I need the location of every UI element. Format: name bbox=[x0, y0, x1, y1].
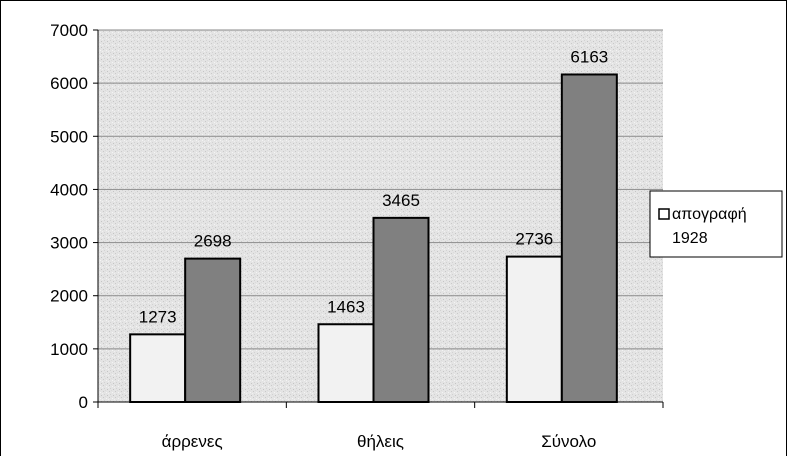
data-label: 2736 bbox=[515, 230, 553, 249]
category-label: θήλεις bbox=[357, 432, 404, 451]
bar bbox=[560, 73, 618, 404]
legend-box bbox=[649, 190, 783, 258]
legend-entry-line-1: απογραφή bbox=[672, 206, 747, 223]
data-label: 2698 bbox=[194, 232, 232, 251]
y-tick-label: 1000 bbox=[50, 340, 88, 359]
legend-entry-line-2: 1928 bbox=[672, 230, 708, 247]
y-tick-label: 2000 bbox=[50, 287, 88, 306]
category-label: Σύνολο bbox=[541, 432, 596, 451]
y-tick-label: 3000 bbox=[50, 234, 88, 253]
y-tick-label: 5000 bbox=[50, 127, 88, 146]
legend: απογραφή 1928 bbox=[649, 190, 783, 258]
y-tick-label: 0 bbox=[79, 393, 88, 412]
bar bbox=[129, 333, 187, 404]
axes: 0 1000 2000 3000 4000 5000 6000 7000 άρρενες θήλε… bbox=[50, 21, 664, 451]
y-tick-label: 4000 bbox=[50, 180, 88, 199]
y-tick-label: 6000 bbox=[50, 74, 88, 93]
bar bbox=[317, 323, 375, 404]
legend-swatch bbox=[658, 208, 670, 220]
data-label: 1273 bbox=[139, 307, 177, 326]
category-label: άρρενες bbox=[162, 432, 223, 451]
data-label: 3465 bbox=[382, 191, 420, 210]
data-label: 6163 bbox=[570, 47, 608, 66]
bar bbox=[505, 255, 563, 403]
bar bbox=[184, 257, 242, 403]
data-labels: 1273 2698 1463 3465 2736 6163 bbox=[139, 47, 608, 326]
bar bbox=[372, 216, 430, 403]
y-tick-label: 7000 bbox=[50, 21, 88, 40]
bars bbox=[129, 73, 618, 404]
data-label: 1463 bbox=[327, 297, 365, 316]
